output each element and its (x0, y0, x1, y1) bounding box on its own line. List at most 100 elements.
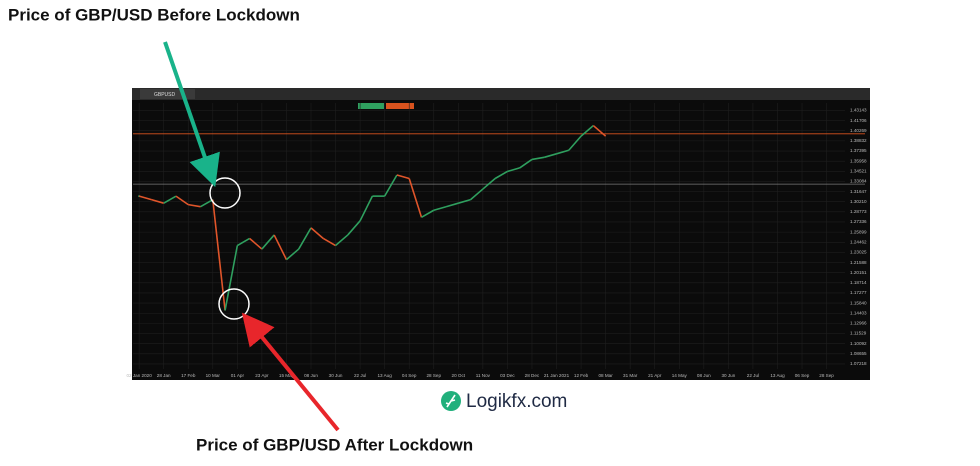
x-tick-label: 30 Jun (721, 373, 735, 378)
line-segment (163, 195, 177, 204)
y-tick-label: 1.07218 (850, 361, 867, 366)
x-tick-label: 12 Feb (574, 373, 589, 378)
line-segment (322, 237, 336, 247)
y-tick-label: 1.31647 (850, 189, 867, 194)
x-tick-label: 28 Dec (525, 373, 540, 378)
line-segment (408, 178, 423, 218)
y-tick-label: 1.40269 (850, 128, 867, 133)
y-tick-label: 1.34521 (850, 169, 867, 174)
x-tick-label: 13 Aug (377, 373, 392, 378)
x-tick-label: 08 Jun (697, 373, 711, 378)
y-tick-label: 1.38832 (850, 138, 867, 143)
line-segment (556, 149, 570, 155)
tab (140, 89, 195, 99)
line-segment (359, 195, 374, 222)
x-tick-label: 06 Sep (795, 373, 810, 378)
tab-bar (132, 88, 870, 100)
y-tick-label: 1.35958 (850, 158, 867, 163)
x-tick-label: 28 Sep (426, 373, 441, 378)
line-segment (482, 177, 496, 190)
y-tick-label: 1.08655 (850, 351, 867, 356)
sell-button (386, 103, 414, 109)
x-tick-label: 30 Jun (329, 373, 343, 378)
y-tick-label: 1.18714 (850, 280, 867, 285)
line-segment (211, 199, 226, 311)
line-segment (310, 227, 324, 240)
y-tick-label: 1.27336 (850, 219, 867, 224)
x-tick-label: 23 Apr (255, 373, 269, 378)
x-tick-label: 02 Jan 2020 (126, 373, 152, 378)
y-tick-label: 1.17277 (850, 290, 867, 295)
y-tick-label: 1.10092 (850, 341, 867, 346)
y-tick-label: 1.28773 (850, 209, 867, 214)
line-segment (285, 248, 300, 261)
x-tick-label: 08 Jun (304, 373, 318, 378)
x-tick-label: 17 Feb (181, 373, 196, 378)
line-segment (580, 124, 594, 137)
x-tick-label: 04 Sep (402, 373, 417, 378)
line-segment (433, 205, 447, 212)
y-tick-label: 1.37395 (850, 148, 867, 153)
line-segment (298, 227, 312, 250)
x-tick-label: 22 Jul (747, 373, 759, 378)
line-segment (396, 174, 410, 180)
y-tick-label: 1.30210 (850, 199, 867, 204)
y-tick-label: 1.14403 (850, 310, 867, 315)
line-segment (445, 202, 459, 208)
symbol-tab: GBPUSD (154, 92, 176, 98)
x-tick-label: 22 Jul (354, 373, 366, 378)
brand: Logikfx.com (466, 391, 567, 412)
line-segment (335, 234, 349, 247)
arrow (163, 41, 220, 188)
y-tick-label: 1.25899 (850, 229, 867, 234)
line-segment (421, 209, 435, 218)
line-segment (236, 237, 251, 247)
y-tick-label: 1.43143 (850, 108, 867, 113)
y-tick-label: 1.41706 (850, 118, 867, 123)
y-tick-label: 1.24462 (850, 239, 867, 244)
line-segment (273, 234, 288, 260)
y-tick-label: 1.21588 (850, 260, 867, 265)
x-tick-label: 20 Oct (452, 373, 466, 378)
x-tick-label: 11 Nov (476, 373, 491, 378)
x-tick-label: 10 Mar (206, 373, 221, 378)
x-tick-label: 28 Sep (819, 373, 834, 378)
line-segment (383, 174, 398, 197)
line-segment (568, 135, 582, 151)
highlight-circle (218, 288, 250, 320)
line-segment (470, 188, 484, 201)
line-segment (138, 195, 152, 201)
line-segment (458, 198, 471, 204)
x-tick-label: 03 Dec (500, 373, 515, 378)
x-tick-label: 08 Mar (598, 373, 613, 378)
x-tick-label: 31 Mar (623, 373, 638, 378)
logo-leaf (445, 394, 456, 408)
line-segment (188, 203, 201, 208)
line-segment (592, 124, 607, 137)
y-tick-label: 1.33084 (850, 179, 867, 184)
x-tick-label: 15 May (279, 373, 295, 378)
x-tick-label: 21 Apr (648, 373, 662, 378)
plot: 1.07218 1.08655 1.10092 1.11529 1.12966 1.144… (126, 103, 867, 378)
y-tick-label: 1.20151 (850, 270, 867, 275)
line-segment (249, 237, 263, 250)
line-segment (507, 167, 520, 173)
x-tick-label: 13 Aug (770, 373, 785, 378)
y-tick-label: 1.23025 (850, 250, 867, 255)
line-segment (224, 245, 239, 311)
buy-button (358, 103, 384, 109)
highlight-circle (209, 177, 241, 209)
line-segment (519, 158, 533, 169)
line-segment (544, 153, 557, 159)
x-tick-label: 14 May (672, 373, 688, 378)
line-segment (494, 170, 508, 180)
line-segment (261, 234, 275, 250)
y-tick-label: 1.12966 (850, 321, 867, 326)
y-tick-label: 1.15840 (850, 300, 867, 305)
line-segment (200, 198, 214, 208)
line-segment (175, 195, 189, 206)
x-tick-label: 21 Jan 2021 (544, 373, 570, 378)
line-segment (151, 198, 164, 204)
line-segment (347, 220, 361, 236)
